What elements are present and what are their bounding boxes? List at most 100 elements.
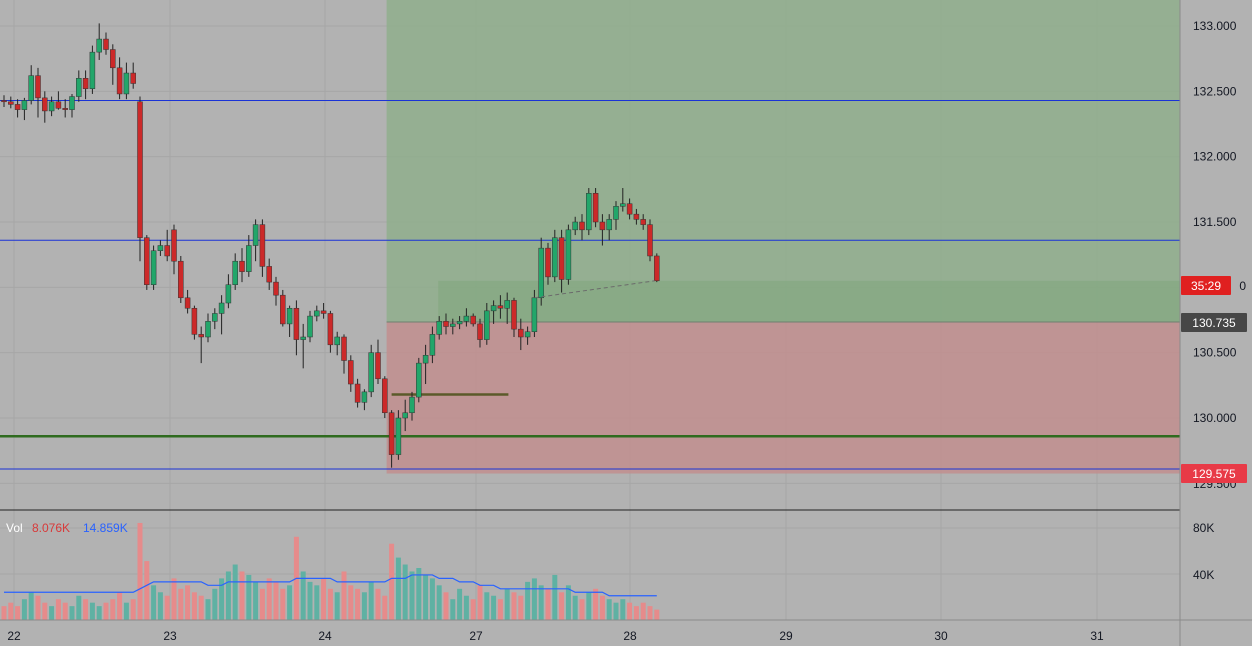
horizontal-lines[interactable] [0,99,1180,470]
volume-bar [130,599,136,620]
candle-body [477,323,483,340]
countdown-label: 35:29 [1191,279,1221,293]
candle-body [150,250,157,285]
volume-bar [463,595,469,620]
volume-bar [511,592,517,620]
volume-bar [21,599,27,620]
stop-price-label-bg [1181,464,1247,483]
candle-body [552,237,558,278]
x-tick-label: 28 [623,629,637,643]
candle-body [565,229,572,280]
volume-bar [205,599,211,620]
candle-body [518,328,524,338]
position-zones[interactable] [386,0,1181,474]
candle-body [35,75,41,99]
volume-bar [395,557,401,620]
volume-bar [599,595,605,620]
candle-body [320,310,327,314]
candle-body [293,307,300,340]
volume-bar [307,581,313,620]
candle-body [497,305,504,309]
y-tick-label: 132.000 [1193,150,1237,164]
candle-body [157,245,164,251]
volume-bar [239,571,245,620]
volume-tick-label: 80K [1193,521,1214,535]
candle-body [286,307,293,325]
volume-bar [545,588,551,620]
volume-bar [627,602,633,620]
volume-bar [253,581,259,620]
y-tick-label: 130.000 [1193,411,1237,425]
stop-zone[interactable] [386,321,1181,474]
volume-bar [457,588,463,620]
volume-bar [191,592,197,620]
y-tick-label-partial: 0 [1239,279,1246,293]
candle-body [21,100,28,110]
volume-bar [178,588,184,620]
volume-bar [171,578,177,620]
volume-bar [212,588,218,620]
volume-bar [504,588,510,620]
volume-bar [266,578,272,620]
candle-body [69,96,75,110]
candle-body [545,247,551,278]
volume-bar [164,595,170,620]
volume-bar [586,592,592,620]
candle-body [368,352,374,393]
candle-body [375,352,381,380]
candle-body [252,224,259,246]
candle-body [62,108,68,110]
volume-bar [443,592,449,620]
volume-bar [382,595,388,620]
volume-bar [572,595,578,620]
candle-body [130,72,136,84]
volume-bar [518,595,524,620]
candle-body [232,260,238,285]
volume-bar [144,561,150,620]
volume-bar [123,602,129,620]
volume-bar [402,564,408,620]
volume-bar [259,588,265,620]
price-band [438,280,1180,322]
volume-bar [579,599,585,620]
candle-body [436,321,442,335]
candle-body [280,294,286,325]
candle-body [538,247,544,299]
volume-bar [375,588,381,620]
x-tick-label: 30 [934,629,948,643]
candle-body [198,334,204,338]
entry-price-label-bg [1181,313,1247,332]
candle-body [171,229,177,262]
volume-bar [83,599,89,620]
candle-body [82,78,89,89]
volume-bar [368,581,374,620]
volume-bar [531,578,537,620]
candles [1,23,660,468]
volume-bar [157,592,163,620]
volume-bar [151,585,157,620]
candle-body [239,260,245,272]
volume-bar [49,606,55,620]
candle-body [422,355,429,364]
candle-body [490,305,497,312]
target-zone[interactable] [386,0,1181,322]
candle-body [205,321,211,338]
volume-bar [497,599,503,620]
volume-bar [606,599,612,620]
y-tick-label: 131.500 [1193,215,1237,229]
overlays: 35:29 130.735 129.575 [534,276,1247,483]
candle-body [89,51,96,89]
candle-body [212,313,218,322]
candle-body [654,255,660,282]
volume-bar [89,602,95,620]
volume-bar [334,592,340,620]
volume-pane: Vol 8.076K 14.859K [0,509,1252,620]
volume-bar [35,595,41,620]
candle-body [164,245,170,257]
volume-bar [198,595,204,620]
candle-body [96,38,102,53]
candle-body [110,49,116,69]
volume-bar [409,571,415,620]
candle-body [463,315,470,322]
